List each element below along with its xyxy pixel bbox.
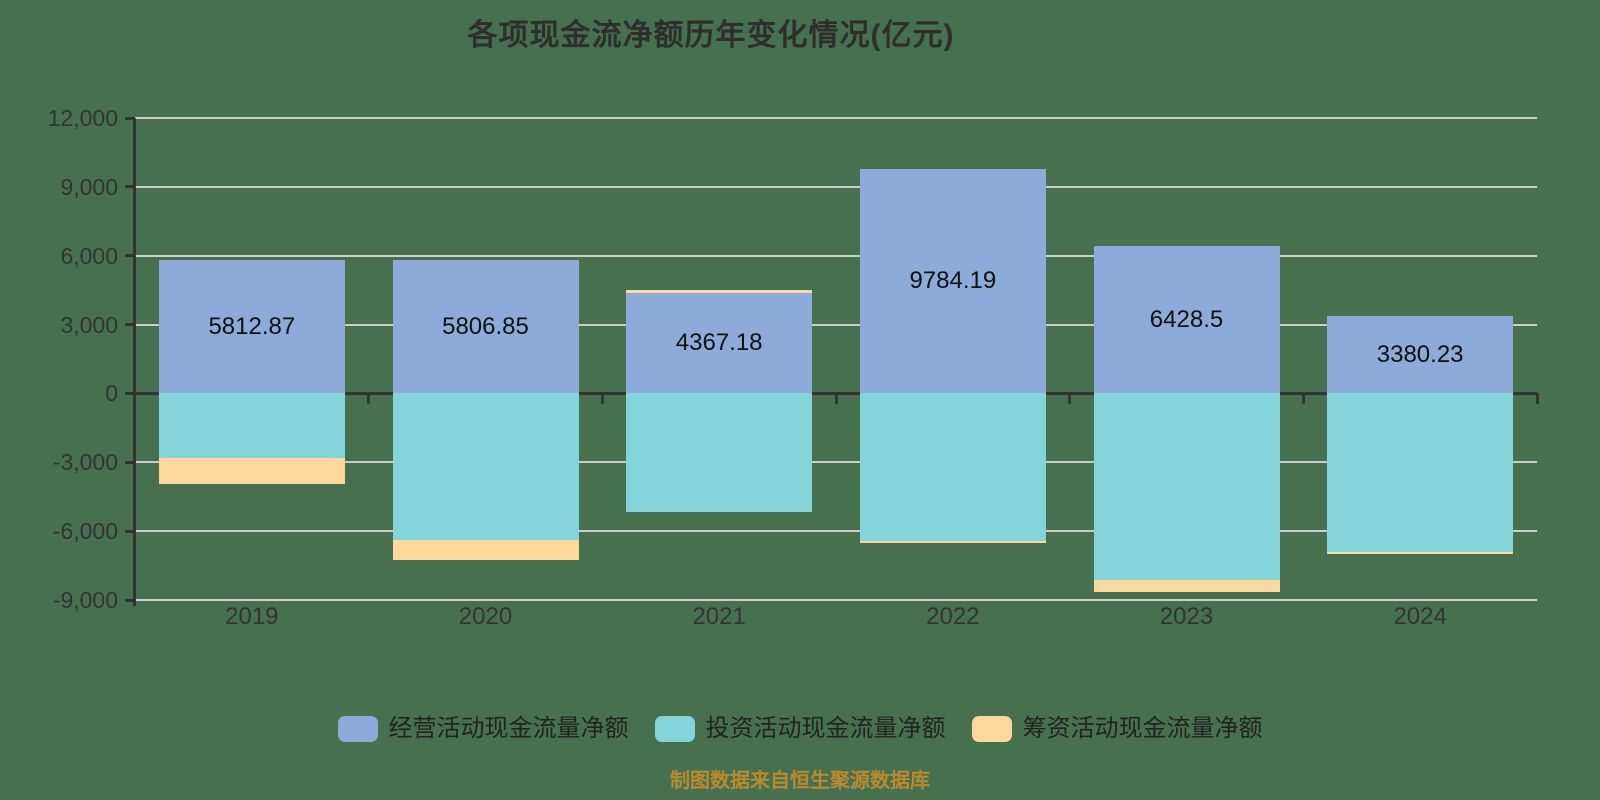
chart-title: 各项现金流净额历年变化情况(亿元) (467, 19, 955, 52)
y-axis-label: -6,000 (52, 518, 118, 545)
y-axis-tick (125, 323, 135, 327)
bar-segment-investing (859, 393, 1046, 542)
bar-segment-operating (1093, 245, 1280, 394)
bar-segment-operating (158, 260, 345, 394)
y-axis-tick (125, 116, 135, 120)
bar-value-label: 9784.19 (909, 267, 997, 295)
chart-legend: 经营活动现金流量净额 投资活动现金流量净额 筹资活动现金流量净额 (0, 716, 1600, 742)
bar-segment-operating (1327, 315, 1514, 394)
bar-value-label: 5812.87 (208, 312, 296, 340)
bar-segment-operating (626, 293, 813, 394)
legend-label: 筹资活动现金流量净额 (1022, 715, 1263, 742)
x-axis-label: 2019 (225, 603, 279, 630)
y-axis-tick (125, 185, 135, 189)
x-axis-label: 2022 (926, 603, 980, 630)
y-axis-line (133, 118, 136, 606)
y-axis-tick (125, 391, 135, 395)
y-axis-label: -9,000 (52, 587, 118, 613)
bar-segment-financing (1327, 551, 1514, 554)
y-axis-tick (125, 529, 135, 533)
y-axis-tick (125, 460, 135, 464)
y-axis-tick (125, 598, 135, 602)
x-axis-label: 2024 (1393, 603, 1447, 630)
y-axis-label: 3,000 (60, 311, 118, 338)
y-axis-tick (125, 254, 135, 258)
gridline (135, 185, 1537, 188)
legend-item-financing[interactable]: 筹资活动现金流量净额 (971, 715, 1263, 742)
bar-segment-investing (392, 393, 579, 541)
y-axis-label: 12,000 (47, 105, 118, 131)
bar-value-label: 4367.18 (675, 329, 763, 357)
gridline (135, 117, 1537, 119)
bar-segment-operating (859, 168, 1046, 394)
x-axis-tick (834, 393, 838, 405)
gridline (135, 323, 1537, 326)
gridline (135, 461, 1537, 464)
x-axis-tick (600, 393, 604, 405)
bar-value-label: 3380.23 (1376, 340, 1464, 368)
footer-source-note: 制图数据来自恒生聚源数据库 (670, 770, 930, 792)
y-axis-label: 6,000 (60, 242, 118, 269)
gridline (135, 254, 1537, 257)
bar-segment-investing (1093, 393, 1280, 581)
x-axis-tick (1068, 393, 1072, 405)
gridline (135, 599, 1537, 601)
legend-label: 经营活动现金流量净额 (388, 715, 629, 742)
bar-segment-investing (158, 393, 345, 458)
bar-segment-operating (392, 260, 579, 394)
x-axis-tick (367, 393, 371, 405)
bar-segment-financing (158, 457, 345, 485)
legend-swatch-investing (654, 716, 695, 742)
y-axis-label: -3,000 (52, 449, 118, 476)
bar-value-label: 6428.5 (1149, 305, 1224, 333)
x-axis-label: 2021 (692, 603, 746, 630)
x-axis-label: 2020 (458, 603, 513, 630)
bar-value-label: 5806.85 (442, 312, 529, 340)
x-axis-label: 2023 (1159, 603, 1214, 630)
bar-segment-financing (392, 540, 579, 561)
bar-segment-financing (859, 541, 1046, 544)
legend-item-operating[interactable]: 经营活动现金流量净额 (337, 715, 629, 742)
bar-segment-investing (626, 393, 813, 512)
y-axis-label: 9,000 (60, 173, 118, 200)
legend-item-investing[interactable]: 投资活动现金流量净额 (654, 715, 946, 742)
bar-segment-investing (1327, 393, 1514, 552)
gridline (135, 530, 1537, 533)
bar-segment-financing (1093, 580, 1280, 592)
legend-swatch-operating (337, 716, 378, 742)
x-axis-tick (1535, 393, 1539, 405)
legend-label: 投资活动现金流量净额 (705, 715, 946, 742)
x-axis-tick (1301, 393, 1305, 405)
bar-segment-financing (626, 289, 813, 294)
y-axis-label: 0 (105, 380, 118, 407)
legend-swatch-financing (971, 716, 1012, 742)
